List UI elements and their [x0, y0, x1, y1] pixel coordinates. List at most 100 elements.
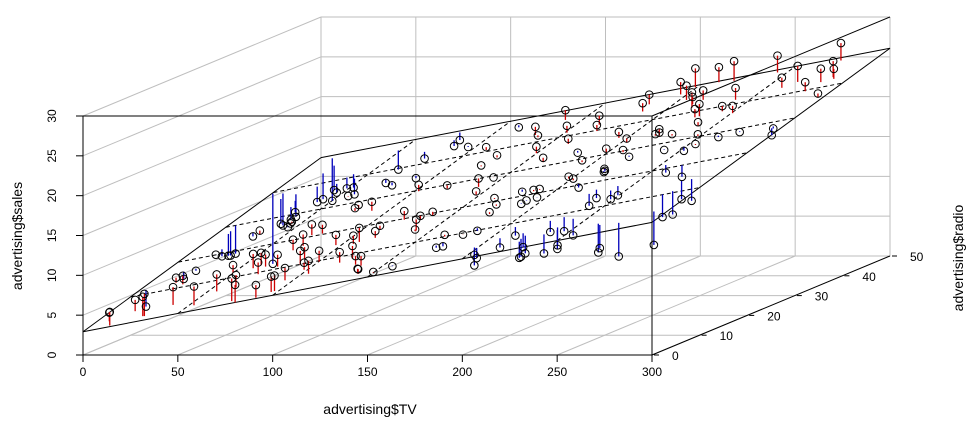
- data-point: [682, 81, 691, 90]
- data-point: [356, 251, 366, 261]
- regression-plane: [82, 47, 891, 333]
- data-point: [793, 61, 803, 71]
- data-point: [304, 256, 313, 266]
- data-point: [351, 251, 360, 261]
- y-tick-label: 0: [45, 351, 59, 358]
- data-point: [485, 207, 494, 217]
- floor-grid-line: [462, 255, 701, 356]
- x-axis-label: advertising$TV: [323, 401, 417, 417]
- data-point: [535, 184, 544, 194]
- floor-grid-line: [367, 255, 606, 356]
- data-point: [813, 89, 823, 98]
- data-point: [470, 250, 479, 260]
- data-point: [693, 117, 703, 127]
- data-point: [690, 104, 700, 114]
- data-point: [574, 183, 583, 192]
- data-point: [276, 219, 286, 229]
- x-tick-label: 200: [452, 365, 472, 379]
- data-point: [329, 185, 339, 195]
- data-point: [735, 127, 744, 137]
- data-point: [564, 172, 573, 181]
- data-point: [168, 282, 178, 292]
- data-point: [369, 267, 378, 277]
- data-point: [300, 242, 309, 252]
- data-point: [563, 134, 573, 144]
- data-point: [688, 92, 697, 102]
- side-grid-line: [82, 215, 322, 316]
- data-point: [561, 105, 570, 115]
- data-point: [191, 266, 201, 276]
- data-point: [714, 132, 723, 142]
- data-point: [286, 219, 295, 228]
- data-point: [573, 148, 582, 157]
- data-point: [584, 201, 594, 211]
- data-point: [280, 263, 290, 273]
- data-point: [314, 246, 324, 256]
- data-point: [458, 230, 468, 239]
- data-point: [476, 161, 486, 170]
- data-point: [691, 64, 700, 73]
- data-point: [658, 212, 667, 222]
- data-point: [577, 156, 587, 165]
- x-tick-label: 100: [263, 365, 283, 379]
- data-point: [355, 223, 364, 233]
- data-point: [828, 56, 838, 66]
- z-axis-line: [651, 255, 891, 356]
- data-point: [381, 178, 391, 188]
- data-point: [538, 153, 548, 163]
- data-point: [539, 249, 549, 258]
- data-point: [438, 242, 448, 251]
- data-point: [613, 190, 623, 200]
- data-point: [595, 243, 605, 253]
- data-point: [367, 197, 377, 207]
- data-point: [388, 261, 397, 271]
- plane-grid-line: [178, 152, 748, 263]
- data-point: [350, 190, 359, 199]
- data-point: [568, 231, 578, 240]
- data-point: [514, 123, 524, 132]
- data-point: [644, 90, 654, 99]
- data-point: [251, 280, 261, 290]
- data-point: [728, 101, 737, 111]
- data-point: [492, 200, 501, 209]
- data-point: [553, 241, 562, 250]
- data-point: [532, 193, 542, 202]
- x-tick-label: 50: [171, 365, 185, 379]
- data-point: [718, 101, 727, 111]
- data-point: [248, 232, 258, 241]
- data-point: [449, 141, 459, 151]
- data-point: [777, 73, 787, 82]
- data-point: [248, 249, 258, 259]
- y-axis-label: advertising$sales: [9, 182, 25, 290]
- z-tick-label: 0: [672, 349, 679, 363]
- y-tick-label: 15: [45, 229, 59, 243]
- data-point: [349, 231, 358, 240]
- data-point: [490, 193, 499, 203]
- data-point: [545, 227, 555, 237]
- data-point: [130, 295, 140, 305]
- data-point: [601, 144, 611, 153]
- data-point: [290, 207, 300, 217]
- data-point: [307, 220, 317, 229]
- plane-grid-line: [273, 82, 843, 193]
- data-point: [312, 197, 322, 207]
- data-point: [638, 98, 647, 108]
- data-point: [495, 243, 505, 252]
- data-point: [474, 174, 483, 183]
- data-point: [562, 121, 572, 131]
- z-tick-label: 20: [767, 309, 781, 323]
- data-point: [473, 226, 482, 236]
- data-point: [492, 150, 502, 160]
- data-point: [529, 185, 538, 195]
- data-point: [691, 139, 700, 149]
- data-point: [342, 184, 352, 193]
- box-edge: [651, 16, 891, 117]
- data-point: [354, 200, 363, 210]
- data-point: [217, 251, 227, 261]
- z-tick-label: 50: [910, 250, 924, 264]
- data-point: [599, 167, 609, 177]
- data-point: [654, 124, 664, 134]
- y-tick-label: 30: [45, 109, 59, 123]
- floor-grid-line: [556, 255, 796, 356]
- data-point: [518, 242, 528, 252]
